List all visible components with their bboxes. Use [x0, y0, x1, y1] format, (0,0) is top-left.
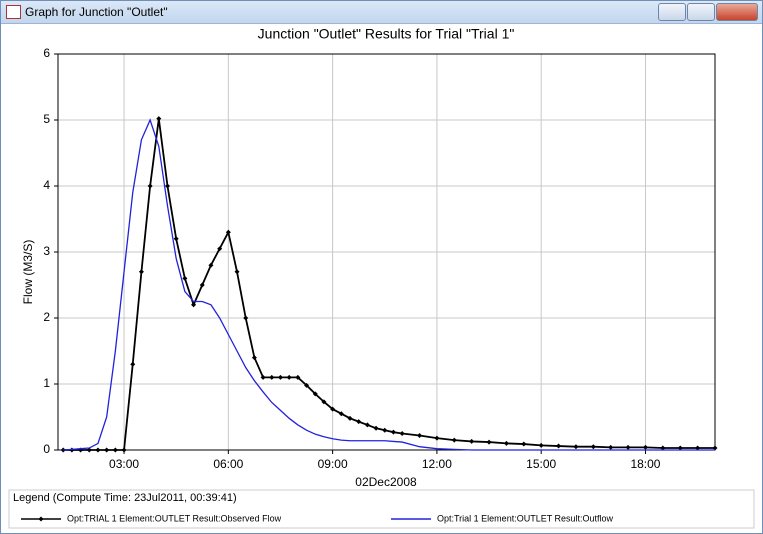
data-marker: [347, 415, 353, 421]
data-marker: [677, 445, 683, 451]
window-icon: [6, 5, 21, 19]
data-marker: [451, 437, 457, 443]
data-marker: [191, 302, 197, 308]
data-marker: [156, 116, 162, 122]
data-marker: [338, 411, 344, 417]
data-marker: [642, 444, 648, 450]
data-marker: [95, 447, 101, 453]
plot-frame: [57, 53, 716, 451]
data-marker: [147, 183, 153, 189]
x-tick-label: 18:00: [630, 457, 660, 471]
data-marker: [590, 444, 596, 450]
data-marker: [608, 444, 614, 450]
y-axis-label: Flow (M3/S): [21, 240, 35, 305]
data-marker: [330, 406, 336, 412]
data-marker: [390, 429, 396, 435]
series-line: [63, 118, 715, 451]
data-marker: [138, 269, 144, 275]
y-tick-label: 6: [43, 46, 50, 60]
y-tick-label: 4: [43, 178, 50, 192]
data-marker: [417, 432, 423, 438]
data-marker: [217, 246, 223, 252]
x-tick-label: 06:00: [213, 457, 243, 471]
y-tick-label: 2: [43, 310, 50, 324]
data-marker: [121, 447, 127, 453]
data-marker: [199, 282, 205, 288]
data-marker: [243, 315, 249, 321]
data-marker: [625, 444, 631, 450]
x-tick-label: 15:00: [526, 457, 556, 471]
data-marker: [286, 374, 292, 380]
data-marker: [382, 427, 388, 433]
data-marker: [104, 447, 110, 453]
minimize-button[interactable]: [658, 3, 686, 21]
data-marker: [173, 236, 179, 242]
data-marker: [373, 425, 379, 431]
data-marker: [182, 275, 188, 281]
data-marker: [260, 374, 266, 380]
legend-marker: [38, 516, 44, 522]
data-marker: [486, 439, 492, 445]
data-marker: [556, 443, 562, 449]
data-marker: [364, 422, 370, 428]
data-marker: [521, 441, 527, 447]
window-title: Graph for Junction "Outlet": [25, 5, 168, 19]
y-tick-label: 5: [43, 112, 50, 126]
y-tick-label: 0: [43, 442, 50, 456]
data-marker: [503, 440, 509, 446]
close-button[interactable]: [716, 3, 758, 21]
x-tick-label: 03:00: [109, 457, 139, 471]
x-tick-label: 12:00: [422, 457, 452, 471]
data-marker: [225, 229, 231, 235]
series-line: [63, 118, 715, 451]
data-marker: [130, 361, 136, 367]
y-tick-label: 1: [43, 376, 50, 390]
legend-label: Opt:TRIAL 1 Element:OUTLET Result:Observ…: [67, 513, 282, 523]
data-marker: [234, 269, 240, 275]
legend-box: [8, 489, 755, 529]
data-marker: [695, 445, 701, 451]
data-marker: [112, 447, 118, 453]
maximize-button[interactable]: [687, 3, 715, 21]
data-marker: [573, 444, 579, 450]
data-marker: [269, 374, 275, 380]
data-marker: [208, 262, 214, 268]
data-marker: [304, 382, 310, 388]
data-marker: [295, 374, 301, 380]
data-marker: [399, 431, 405, 436]
data-marker: [660, 445, 666, 451]
data-marker: [356, 419, 362, 425]
chart-title: Junction "Outlet" Results for Trial "Tri…: [258, 26, 515, 42]
data-marker: [469, 438, 475, 444]
legend-title: Legend (Compute Time: 23Jul2011, 00:39:4…: [13, 492, 237, 504]
data-marker: [277, 374, 283, 380]
data-marker: [312, 391, 318, 397]
x-tick-label: 09:00: [318, 457, 348, 471]
legend-label: Opt:Trial 1 Element:OUTLET Result:Outflo…: [437, 513, 614, 523]
title-bar: Graph for Junction "Outlet": [1, 1, 762, 24]
chart-panel: [9, 24, 754, 496]
data-marker: [712, 445, 718, 451]
chart: Junction "Outlet" Results for Trial "Tri…: [8, 24, 755, 529]
data-marker: [538, 442, 544, 448]
data-marker: [251, 355, 257, 361]
data-marker: [321, 399, 327, 405]
data-marker: [434, 435, 440, 441]
x-axis-label: 02Dec2008: [355, 475, 417, 489]
data-marker: [165, 183, 170, 189]
y-tick-label: 3: [43, 244, 50, 258]
